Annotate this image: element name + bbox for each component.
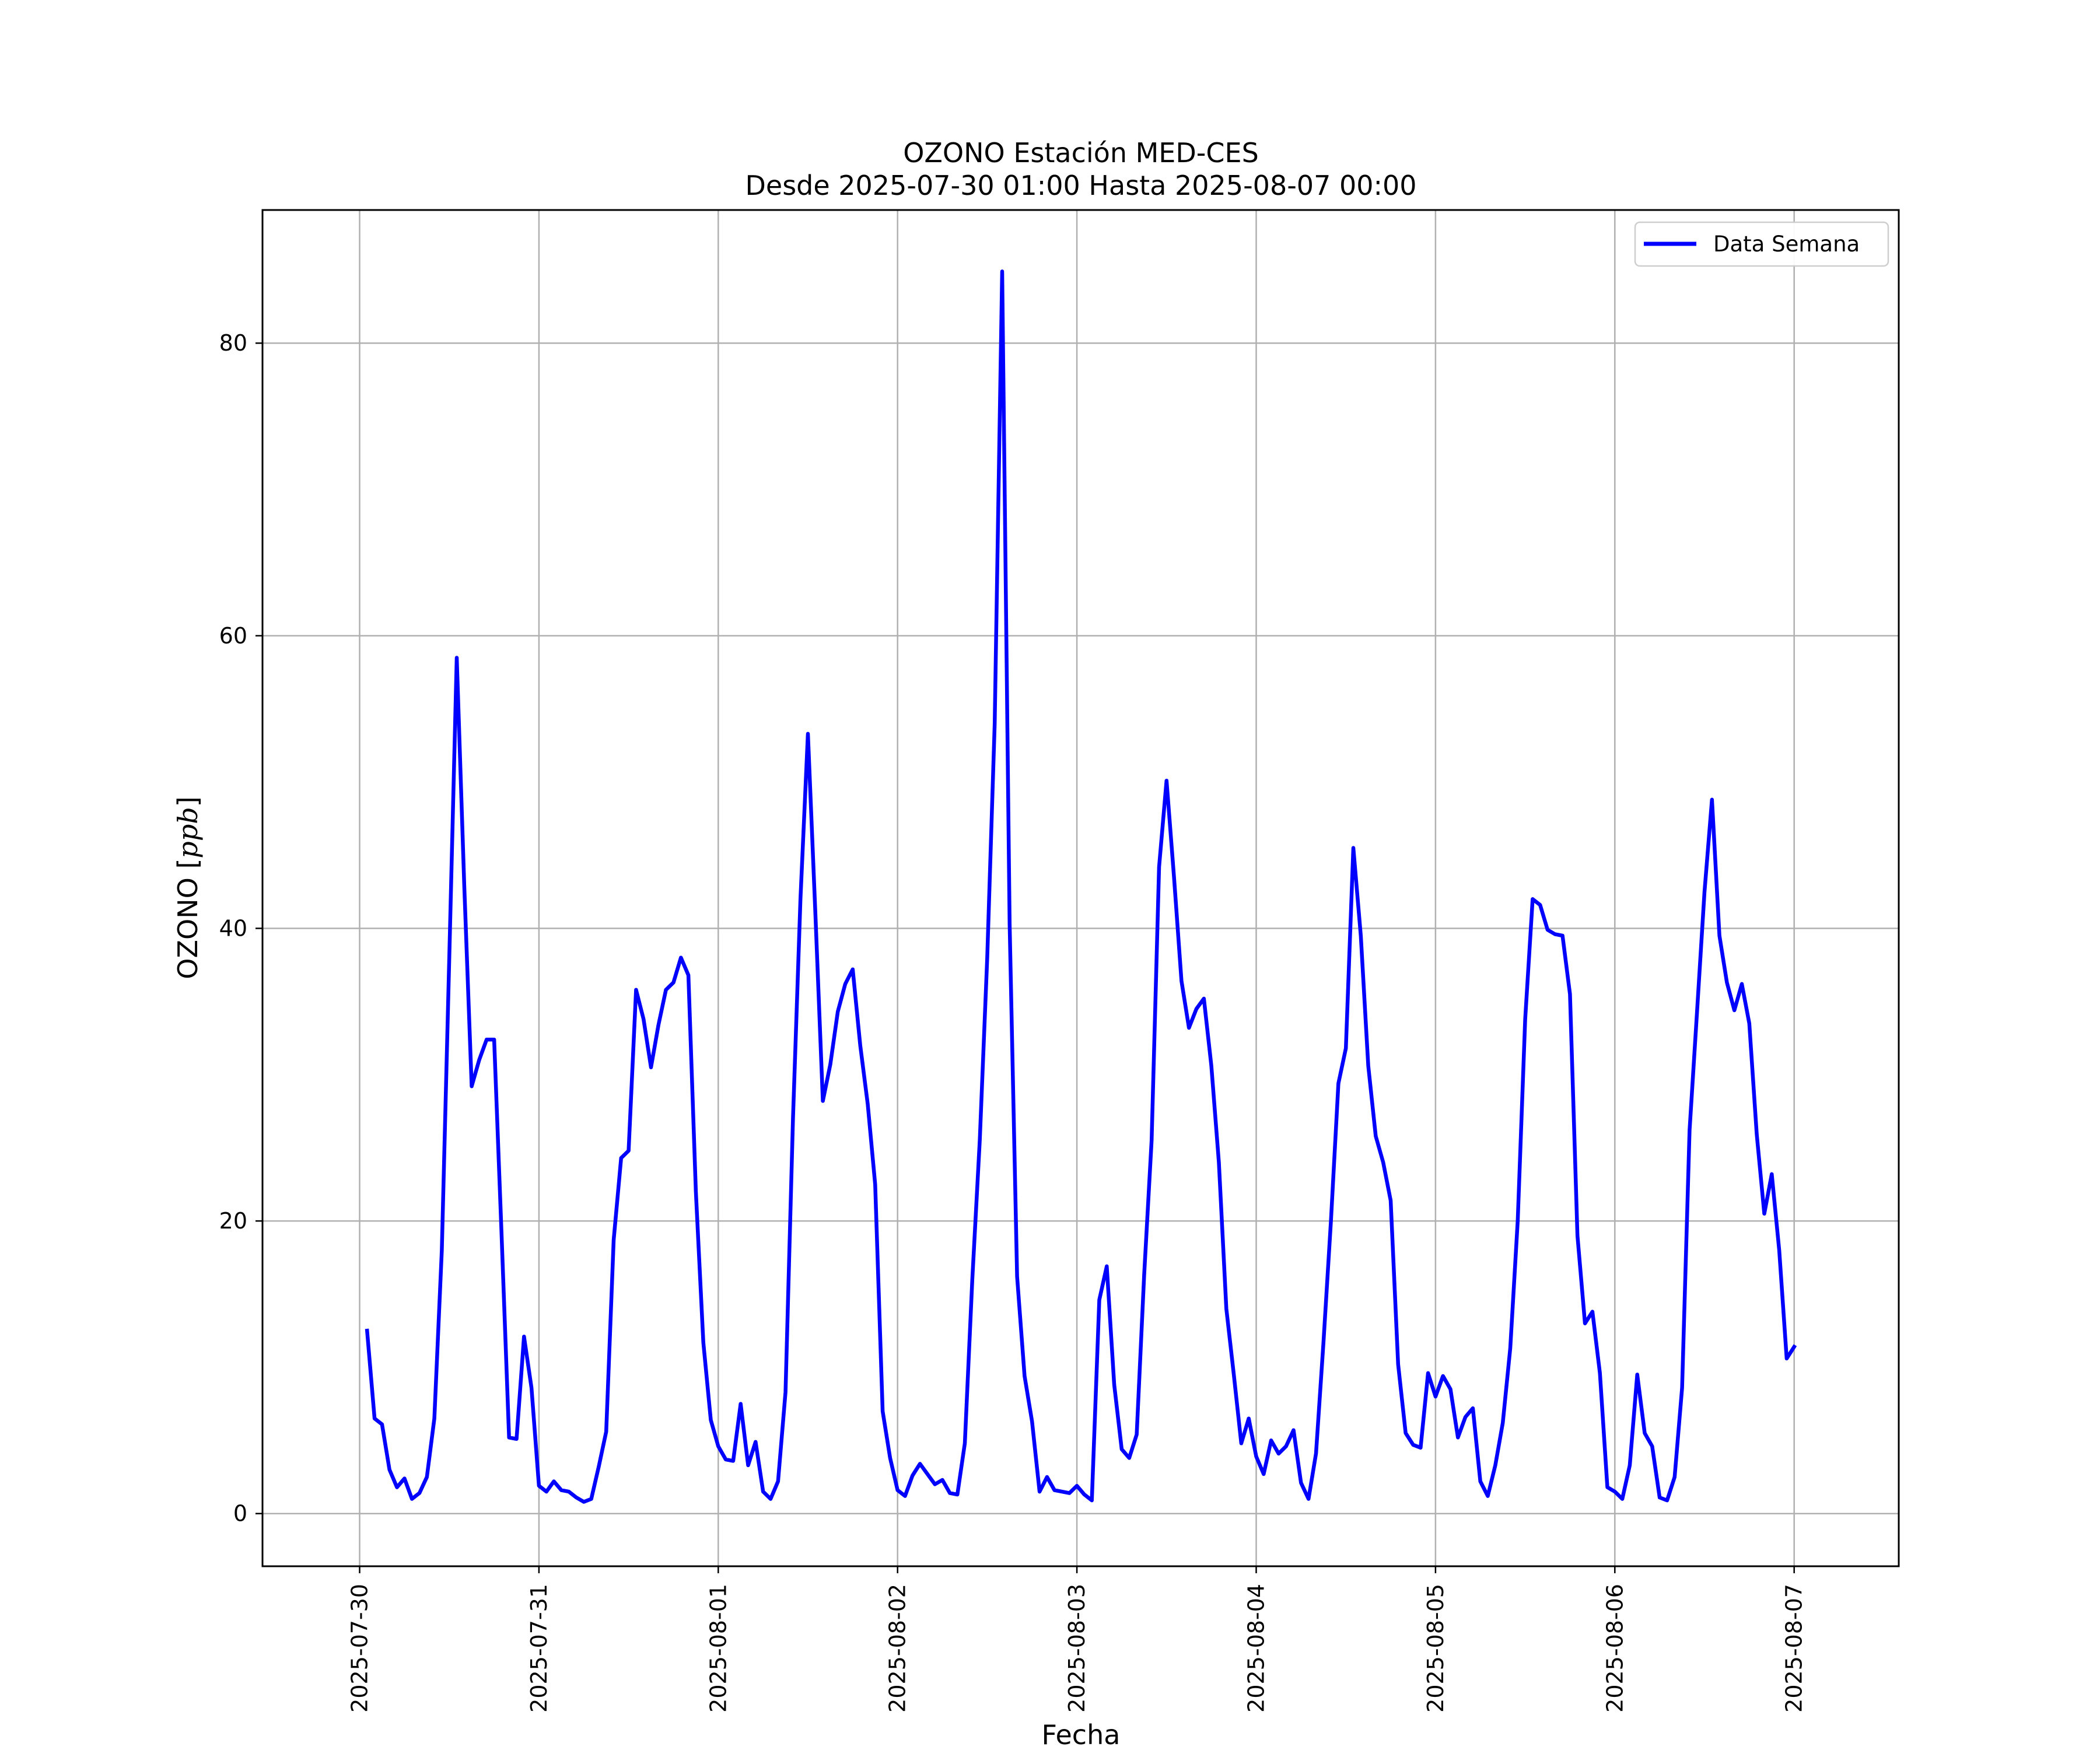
chart-title: OZONO Estación MED-CES [903,137,1259,169]
y-tick-label: 40 [219,915,247,941]
y-axis-label-prefix: OZONO [ [172,859,204,979]
y-axis-label-suffix: ] [172,796,204,807]
y-tick-label: 80 [219,330,247,356]
plot-frame [261,209,1900,1567]
plot-area [262,210,1899,1566]
x-tick-label: 2025-08-07 [1782,1584,1807,1713]
x-tick-label: 2025-08-05 [1423,1584,1448,1713]
chart-subtitle: Desde 2025-07-30 01:00 Hasta 2025-08-07 … [745,170,1416,201]
legend-label-data-semana: Data Semana [1713,232,1860,257]
y-tick-label: 60 [219,623,247,649]
x-tick-label: 2025-08-02 [885,1584,911,1713]
x-tick-label: 2025-08-03 [1064,1584,1090,1713]
x-tick-label: 2025-07-30 [347,1584,373,1713]
x-tick-label: 2025-08-06 [1602,1584,1628,1713]
x-tick-label: 2025-08-04 [1243,1584,1269,1713]
legend-frame [1634,221,1889,267]
x-axis-label: Fecha [1042,1719,1121,1750]
y-axis-label: OZONO [ppb] [172,796,204,979]
y-tick-label: 20 [219,1208,247,1234]
axis-ticks: 0 20 40 60 80 2025-07-30 2025-07-31 2025-08-01 2… [219,330,1807,1713]
data-series [365,270,1797,1504]
y-tick-label: 0 [233,1501,247,1527]
y-axis-label-unit: ppb [172,807,204,858]
x-tick-label: 2025-08-01 [705,1584,731,1713]
legend: Data Semana [1634,221,1889,267]
x-tick-label: 2025-07-31 [526,1584,552,1713]
series-line-data-semana [365,270,1797,1504]
grid [262,210,1899,1566]
